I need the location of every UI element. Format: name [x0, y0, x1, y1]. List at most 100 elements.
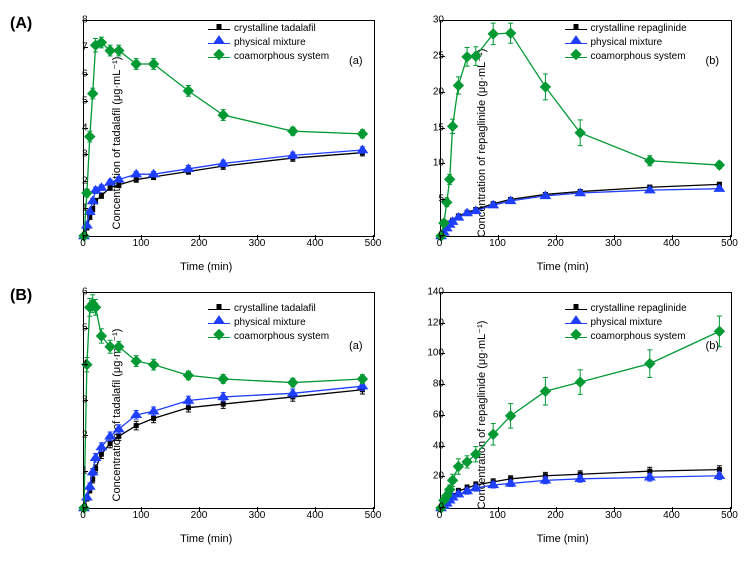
legend-line-icon [208, 57, 230, 58]
legend-label: physical mixture [234, 36, 306, 50]
legend-line-icon [565, 29, 587, 30]
legend-item: coamorphous system [565, 50, 687, 64]
ytick-mark [83, 128, 88, 129]
legend-item: coamorphous system [565, 330, 687, 344]
legend-label: physical mixture [234, 316, 306, 330]
legend-item: crystalline repaglinide [565, 302, 687, 316]
xtick-mark [373, 235, 374, 240]
ytick-mark [440, 20, 445, 21]
ytick-mark [83, 74, 88, 75]
ytick-mark [440, 323, 445, 324]
panel-B_b: Concentration of repaglinide (μg·mL⁻¹)Ti… [385, 282, 742, 547]
xtick-mark [440, 235, 441, 240]
xtick-mark [556, 507, 557, 512]
legend-line-icon [565, 337, 587, 338]
legend: crystalline repaglinidephysical mixturec… [565, 22, 687, 64]
panel-A_b: Concentration of repaglinide (μg·mL⁻¹)Ti… [385, 10, 742, 275]
xtick-mark [141, 507, 142, 512]
ytick-mark [83, 435, 88, 436]
legend-label: coamorphous system [591, 50, 686, 64]
xtick-mark [141, 235, 142, 240]
legend-label: physical mixture [591, 36, 663, 50]
legend: crystalline tadalafilphysical mixturecoa… [208, 302, 329, 344]
legend: crystalline repaglinidephysical mixturec… [565, 302, 687, 344]
legend-line-icon [208, 43, 230, 44]
xtick-mark [199, 507, 200, 512]
xtick-mark [614, 235, 615, 240]
xtick-mark [730, 507, 731, 512]
xtick-mark [730, 235, 731, 240]
legend-item: physical mixture [208, 316, 329, 330]
legend-label: coamorphous system [234, 330, 329, 344]
xtick-mark [315, 507, 316, 512]
ytick-mark [83, 47, 88, 48]
legend-line-icon [208, 337, 230, 338]
legend-label: physical mixture [591, 316, 663, 330]
legend-line-icon [565, 323, 587, 324]
ytick-mark [83, 154, 88, 155]
ytick-mark [83, 181, 88, 182]
ytick-mark [83, 292, 88, 293]
xlabel: Time (min) [537, 261, 589, 273]
xtick-mark [83, 507, 84, 512]
legend-line-icon [208, 323, 230, 324]
subplot-label: (a) [349, 340, 362, 352]
xtick-mark [83, 235, 84, 240]
legend-line-icon [208, 29, 230, 30]
xtick-mark [498, 235, 499, 240]
ytick-mark [440, 292, 445, 293]
ytick-mark [440, 56, 445, 57]
xtick-mark [556, 235, 557, 240]
legend-item: physical mixture [565, 36, 687, 50]
xtick-mark [199, 235, 200, 240]
ytick-mark [83, 400, 88, 401]
xtick-mark [498, 507, 499, 512]
legend: crystalline tadalafilphysical mixturecoa… [208, 22, 329, 64]
xtick-mark [373, 507, 374, 512]
legend-item: physical mixture [208, 36, 329, 50]
ytick-mark [440, 353, 445, 354]
ytick-mark [83, 364, 88, 365]
ytick-mark [440, 163, 445, 164]
panel-A_a: Concentration of tadalafil (μg·mL⁻¹)Time… [28, 10, 385, 275]
legend-item: coamorphous system [208, 50, 329, 64]
subplot-label: (b) [706, 340, 719, 352]
subplot-label: (b) [706, 55, 719, 67]
xtick-mark [672, 235, 673, 240]
ytick-mark [440, 384, 445, 385]
legend-item: physical mixture [565, 316, 687, 330]
xtick-mark [614, 507, 615, 512]
ytick-mark [83, 20, 88, 21]
legend-label: coamorphous system [234, 50, 329, 64]
figure-root: (A) Concentration of tadalafil (μg·mL⁻¹)… [10, 10, 741, 557]
legend-line-icon [565, 57, 587, 58]
legend-label: crystalline repaglinide [591, 22, 687, 36]
legend-line-icon [208, 309, 230, 310]
legend-item: coamorphous system [208, 330, 329, 344]
panel-B_a: Concentration of tadalafil (μg·mL⁻¹)Time… [28, 282, 385, 547]
legend-label: crystalline tadalafil [234, 22, 316, 36]
ytick-mark [440, 476, 445, 477]
ytick-mark [83, 328, 88, 329]
ytick-mark [83, 101, 88, 102]
legend-marker-icon [570, 329, 582, 346]
legend-item: crystalline tadalafil [208, 302, 329, 316]
ytick-mark [83, 208, 88, 209]
legend-marker-icon [570, 49, 582, 66]
xtick-mark [257, 235, 258, 240]
legend-line-icon [565, 309, 587, 310]
ytick-mark [440, 199, 445, 200]
legend-line-icon [565, 43, 587, 44]
xtick-mark [672, 507, 673, 512]
ytick-mark [83, 471, 88, 472]
xlabel: Time (min) [537, 533, 589, 545]
xlabel: Time (min) [180, 261, 232, 273]
xlabel: Time (min) [180, 533, 232, 545]
ytick-mark [440, 128, 445, 129]
xtick-mark [440, 507, 441, 512]
subplot-label: (a) [349, 55, 362, 67]
ytick-mark [440, 415, 445, 416]
ytick-mark [440, 92, 445, 93]
legend-marker-icon [213, 329, 225, 346]
legend-marker-icon [213, 49, 225, 66]
